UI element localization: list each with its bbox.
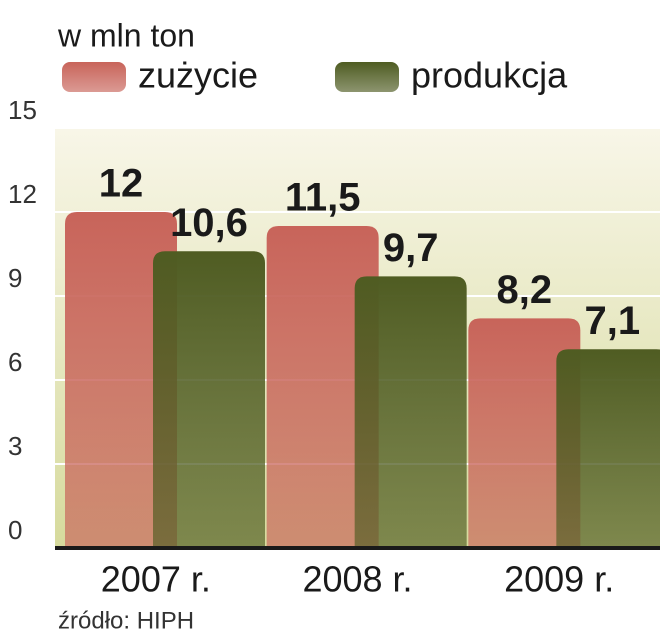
x-tick-label: 2007 r. xyxy=(101,559,211,600)
y-tick-label: 0 xyxy=(8,515,22,545)
bar xyxy=(354,276,467,548)
y-tick-label: 6 xyxy=(8,347,22,377)
bar xyxy=(153,251,265,548)
value-label: 9,7 xyxy=(383,226,439,270)
chart-title: w mln ton xyxy=(57,17,195,53)
source: źródło: HIPH xyxy=(58,607,194,634)
bar xyxy=(65,212,177,548)
bar xyxy=(266,226,379,548)
legend-swatch xyxy=(62,62,126,92)
bar xyxy=(468,318,581,548)
bar xyxy=(556,349,660,548)
legend-swatch xyxy=(335,62,399,92)
value-label: 11,5 xyxy=(285,176,361,220)
y-tick-label: 12 xyxy=(8,179,37,209)
y-tick-label: 3 xyxy=(8,431,22,461)
y-tick-label: 9 xyxy=(8,263,22,293)
value-label: 12 xyxy=(99,162,144,206)
x-tick-label: 2009 r. xyxy=(504,559,614,600)
value-label: 8,2 xyxy=(497,268,553,312)
legend-label: zużycie xyxy=(138,55,258,96)
y-tick-label: 15 xyxy=(8,95,37,125)
legend-label: produkcja xyxy=(411,55,568,96)
value-label: 10,6 xyxy=(170,201,248,245)
value-label: 7,1 xyxy=(585,299,641,343)
x-tick-label: 2008 r. xyxy=(302,559,412,600)
